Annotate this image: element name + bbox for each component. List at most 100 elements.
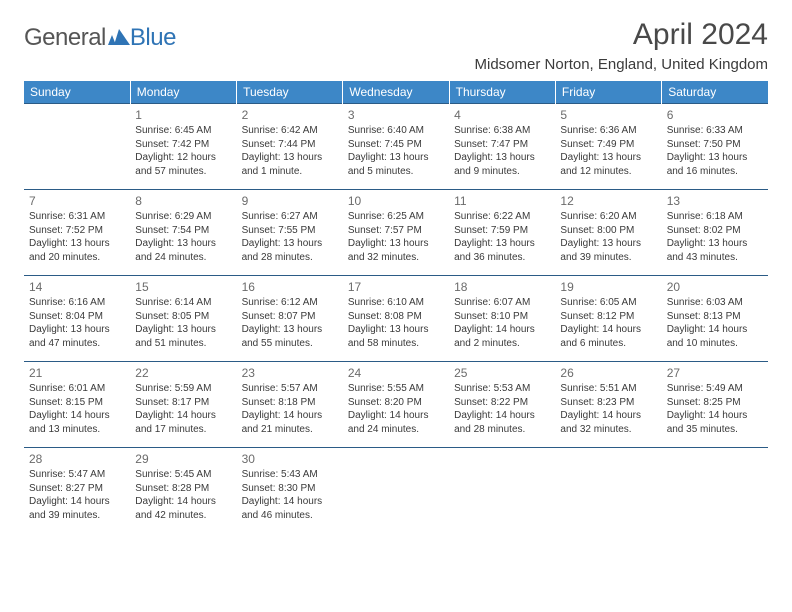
- daylight-text: Daylight: 13 hours: [348, 151, 444, 165]
- calendar-cell: [449, 448, 555, 534]
- daylight-text: Daylight: 13 hours: [135, 237, 231, 251]
- day-number: 19: [560, 279, 656, 295]
- daylight-text: and 17 minutes.: [135, 423, 231, 437]
- sunset-text: Sunset: 8:13 PM: [667, 310, 763, 324]
- calendar-cell: 10Sunrise: 6:25 AMSunset: 7:57 PMDayligh…: [343, 190, 449, 276]
- calendar-cell: 11Sunrise: 6:22 AMSunset: 7:59 PMDayligh…: [449, 190, 555, 276]
- day-number: 26: [560, 365, 656, 381]
- daylight-text: and 28 minutes.: [454, 423, 550, 437]
- header-right: April 2024 Midsomer Norton, England, Uni…: [475, 18, 768, 73]
- sunrise-text: Sunrise: 5:49 AM: [667, 382, 763, 396]
- daylight-text: Daylight: 13 hours: [454, 237, 550, 251]
- day-number: 18: [454, 279, 550, 295]
- sunrise-text: Sunrise: 6:07 AM: [454, 296, 550, 310]
- daylight-text: Daylight: 14 hours: [667, 323, 763, 337]
- calendar-cell: 5Sunrise: 6:36 AMSunset: 7:49 PMDaylight…: [555, 104, 661, 190]
- sunset-text: Sunset: 7:42 PM: [135, 138, 231, 152]
- daylight-text: Daylight: 13 hours: [242, 237, 338, 251]
- calendar-cell: 7Sunrise: 6:31 AMSunset: 7:52 PMDaylight…: [24, 190, 130, 276]
- sunrise-text: Sunrise: 6:27 AM: [242, 210, 338, 224]
- sunrise-text: Sunrise: 5:43 AM: [242, 468, 338, 482]
- daylight-text: and 55 minutes.: [242, 337, 338, 351]
- sunrise-text: Sunrise: 5:47 AM: [29, 468, 125, 482]
- sunset-text: Sunset: 7:59 PM: [454, 224, 550, 238]
- logo-mark-icon: [108, 27, 130, 50]
- daylight-text: and 10 minutes.: [667, 337, 763, 351]
- calendar-week: 28Sunrise: 5:47 AMSunset: 8:27 PMDayligh…: [24, 448, 768, 534]
- sunrise-text: Sunrise: 5:55 AM: [348, 382, 444, 396]
- sunset-text: Sunset: 7:50 PM: [667, 138, 763, 152]
- calendar-cell: 13Sunrise: 6:18 AMSunset: 8:02 PMDayligh…: [662, 190, 768, 276]
- daylight-text: and 5 minutes.: [348, 165, 444, 179]
- day-number: 2: [242, 107, 338, 123]
- calendar-cell: 17Sunrise: 6:10 AMSunset: 8:08 PMDayligh…: [343, 276, 449, 362]
- day-number: 9: [242, 193, 338, 209]
- daylight-text: and 6 minutes.: [560, 337, 656, 351]
- calendar-cell: 3Sunrise: 6:40 AMSunset: 7:45 PMDaylight…: [343, 104, 449, 190]
- day-header: Saturday: [662, 81, 768, 104]
- sunset-text: Sunset: 7:44 PM: [242, 138, 338, 152]
- daylight-text: and 13 minutes.: [29, 423, 125, 437]
- day-header-row: SundayMondayTuesdayWednesdayThursdayFrid…: [24, 81, 768, 104]
- day-number: 25: [454, 365, 550, 381]
- day-number: 16: [242, 279, 338, 295]
- day-number: 30: [242, 451, 338, 467]
- daylight-text: Daylight: 14 hours: [454, 323, 550, 337]
- sunrise-text: Sunrise: 6:14 AM: [135, 296, 231, 310]
- day-number: 8: [135, 193, 231, 209]
- daylight-text: Daylight: 12 hours: [135, 151, 231, 165]
- sunset-text: Sunset: 8:25 PM: [667, 396, 763, 410]
- calendar-cell: 16Sunrise: 6:12 AMSunset: 8:07 PMDayligh…: [237, 276, 343, 362]
- daylight-text: Daylight: 13 hours: [29, 323, 125, 337]
- calendar-cell: 25Sunrise: 5:53 AMSunset: 8:22 PMDayligh…: [449, 362, 555, 448]
- daylight-text: and 21 minutes.: [242, 423, 338, 437]
- sunset-text: Sunset: 8:28 PM: [135, 482, 231, 496]
- sunrise-text: Sunrise: 6:16 AM: [29, 296, 125, 310]
- daylight-text: and 24 minutes.: [135, 251, 231, 265]
- sunset-text: Sunset: 7:52 PM: [29, 224, 125, 238]
- sunrise-text: Sunrise: 5:51 AM: [560, 382, 656, 396]
- calendar-cell: 2Sunrise: 6:42 AMSunset: 7:44 PMDaylight…: [237, 104, 343, 190]
- sunset-text: Sunset: 8:23 PM: [560, 396, 656, 410]
- calendar-cell: [662, 448, 768, 534]
- logo-text-general: General: [24, 24, 106, 52]
- calendar-cell: 14Sunrise: 6:16 AMSunset: 8:04 PMDayligh…: [24, 276, 130, 362]
- sunset-text: Sunset: 7:47 PM: [454, 138, 550, 152]
- day-number: 1: [135, 107, 231, 123]
- daylight-text: and 16 minutes.: [667, 165, 763, 179]
- day-number: 14: [29, 279, 125, 295]
- sunset-text: Sunset: 8:02 PM: [667, 224, 763, 238]
- day-header: Tuesday: [237, 81, 343, 104]
- sunrise-text: Sunrise: 6:33 AM: [667, 124, 763, 138]
- daylight-text: and 2 minutes.: [454, 337, 550, 351]
- calendar-cell: 23Sunrise: 5:57 AMSunset: 8:18 PMDayligh…: [237, 362, 343, 448]
- calendar-cell: 29Sunrise: 5:45 AMSunset: 8:28 PMDayligh…: [130, 448, 236, 534]
- logo: General Blue: [24, 24, 176, 52]
- sunrise-text: Sunrise: 6:38 AM: [454, 124, 550, 138]
- day-header: Wednesday: [343, 81, 449, 104]
- day-number: 4: [454, 107, 550, 123]
- daylight-text: Daylight: 14 hours: [667, 409, 763, 423]
- calendar-cell: 21Sunrise: 6:01 AMSunset: 8:15 PMDayligh…: [24, 362, 130, 448]
- calendar-cell: 6Sunrise: 6:33 AMSunset: 7:50 PMDaylight…: [662, 104, 768, 190]
- daylight-text: Daylight: 14 hours: [560, 409, 656, 423]
- daylight-text: Daylight: 13 hours: [29, 237, 125, 251]
- sunset-text: Sunset: 8:15 PM: [29, 396, 125, 410]
- day-header: Sunday: [24, 81, 130, 104]
- daylight-text: and 24 minutes.: [348, 423, 444, 437]
- calendar-cell: 20Sunrise: 6:03 AMSunset: 8:13 PMDayligh…: [662, 276, 768, 362]
- daylight-text: and 1 minute.: [242, 165, 338, 179]
- daylight-text: and 57 minutes.: [135, 165, 231, 179]
- calendar-week: 14Sunrise: 6:16 AMSunset: 8:04 PMDayligh…: [24, 276, 768, 362]
- daylight-text: and 42 minutes.: [135, 509, 231, 523]
- day-number: 28: [29, 451, 125, 467]
- day-number: 17: [348, 279, 444, 295]
- location: Midsomer Norton, England, United Kingdom: [475, 56, 768, 73]
- sunrise-text: Sunrise: 6:20 AM: [560, 210, 656, 224]
- sunset-text: Sunset: 8:12 PM: [560, 310, 656, 324]
- sunset-text: Sunset: 8:17 PM: [135, 396, 231, 410]
- sunrise-text: Sunrise: 6:40 AM: [348, 124, 444, 138]
- daylight-text: Daylight: 14 hours: [454, 409, 550, 423]
- calendar-cell: 4Sunrise: 6:38 AMSunset: 7:47 PMDaylight…: [449, 104, 555, 190]
- daylight-text: and 32 minutes.: [348, 251, 444, 265]
